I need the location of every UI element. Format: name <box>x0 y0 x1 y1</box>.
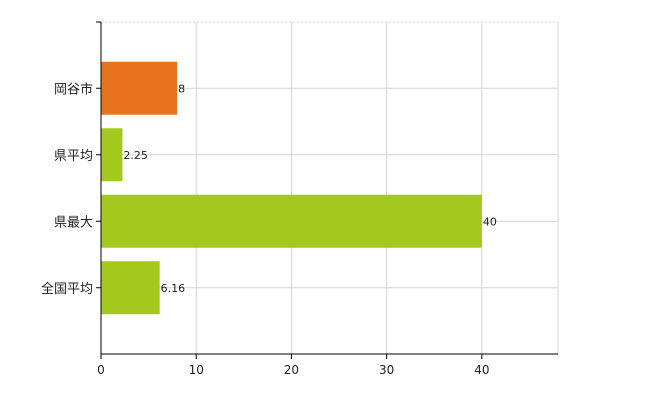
bar-0 <box>101 61 178 115</box>
category-label-2: 県最大 <box>54 215 93 230</box>
grid-layer <box>101 21 559 354</box>
data-label-3: 6.16 <box>161 282 186 295</box>
category-label-0: 岡谷市 <box>54 81 93 97</box>
data-label-2: 40 <box>483 215 497 228</box>
x-tick-label-3: 30 <box>379 363 394 377</box>
x-tick-label-2: 20 <box>284 363 299 377</box>
data-label-1: 2.25 <box>123 149 148 162</box>
x-tick-label-0: 0 <box>97 363 105 377</box>
axis-layer <box>96 21 558 359</box>
x-tick-label-1: 10 <box>189 363 204 377</box>
bar-1 <box>101 128 123 182</box>
data-label-0: 8 <box>178 82 185 95</box>
bar-2 <box>101 194 482 248</box>
bar-3 <box>101 261 160 315</box>
x-tick-label-4: 40 <box>474 363 489 377</box>
category-label-1: 県平均 <box>54 149 93 164</box>
bar-layer <box>101 61 482 315</box>
category-label-3: 全国平均 <box>41 281 93 297</box>
